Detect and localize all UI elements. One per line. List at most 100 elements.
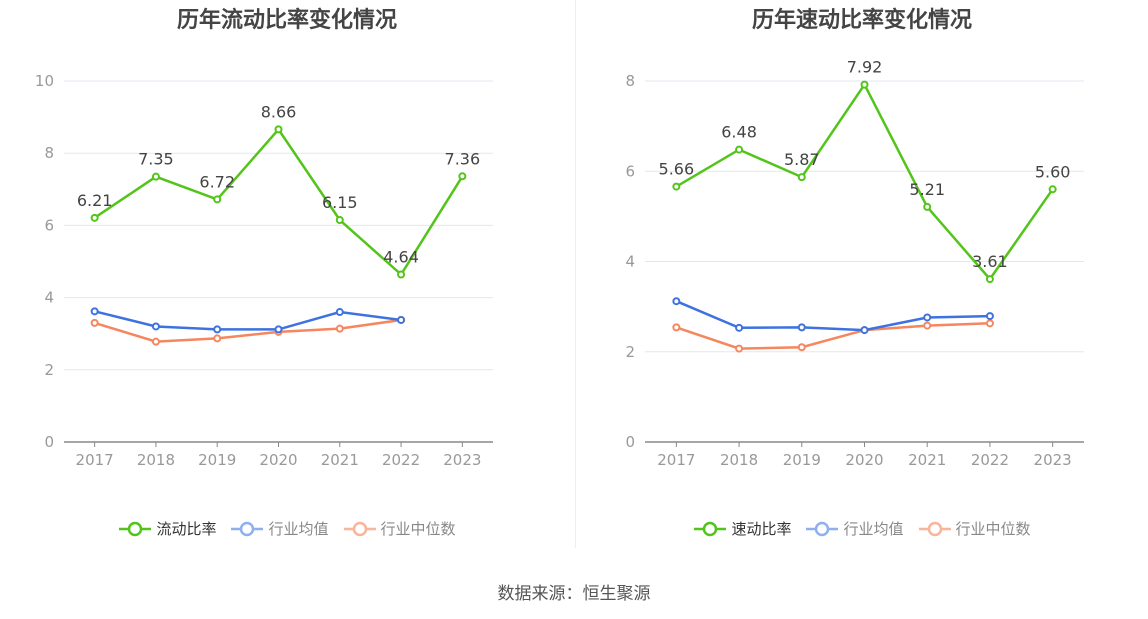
legend-marker-icon [694,521,727,536]
x-tick-label: 2021 [908,451,946,469]
x-tick-label: 2019 [783,451,821,469]
x-tick-label: 2019 [198,451,236,469]
y-tick-label: 2 [44,361,54,379]
data-point [797,173,806,182]
data-point [335,324,344,333]
x-tick-label: 2018 [137,451,175,469]
data-point [1048,185,1057,194]
y-tick-label: 0 [44,433,54,451]
y-tick-label: 4 [44,289,54,307]
series-line [675,300,990,332]
data-label: 5.66 [659,160,695,179]
x-tick-label: 2020 [845,451,883,469]
data-point [923,321,932,330]
data-label: 7.36 [445,149,481,168]
data-point [672,297,681,306]
data-point [274,125,283,134]
legend-marker-icon [918,521,951,536]
quick-ratio-chart-panel: 历年速动比率变化情况 0 2 4 6 8 2017 2018 2019 2020 2021 2022… [576,0,1148,560]
legend-circle [927,521,942,536]
data-point [335,215,344,224]
legend-label: 流动比率 [156,520,217,538]
series-line [675,322,990,350]
data-point [90,213,99,222]
legend-item[interactable]: 速动比率 [693,518,791,539]
data-label: 7.92 [847,58,883,77]
legend-marker-icon [231,521,264,536]
data-label: 5.87 [784,150,820,169]
data-label: 6.15 [322,193,358,212]
legend-label: 行业均值 [268,520,329,538]
y-tick-label: 8 [44,144,54,162]
data-point [672,323,681,332]
legend-circle [352,521,367,536]
data-point [735,344,744,353]
data-point [735,323,744,332]
y-tick-label: 0 [625,433,635,451]
data-point [923,313,932,322]
legend-item[interactable]: 行业均值 [230,518,329,539]
data-point [860,80,869,89]
data-point [151,322,160,331]
quick-ratio-chart: 0 2 4 6 8 2017 2018 2019 2020 2021 2022 2023 5.66 6.4… [625,58,1084,469]
data-point [274,325,283,334]
x-tick-label: 2022 [971,451,1009,469]
data-point [151,172,160,181]
legend-circle [703,521,718,536]
y-tick-label: 2 [625,343,635,361]
data-label: 7.35 [138,150,174,169]
y-tick-label: 10 [35,72,54,90]
chart-title: 历年速动比率变化情况 [751,8,972,33]
x-tick-label: 2017 [76,451,114,469]
data-label: 4.64 [383,247,419,266]
legend-circle [240,521,255,536]
series-line [675,82,1054,282]
legend-circle [128,521,143,536]
legend-item[interactable]: 行业均值 [805,518,904,539]
y-tick-label: 6 [44,216,54,234]
data-point [151,337,160,346]
chart-legend: 速动比率 行业均值 行业中位数 [576,518,1148,539]
data-label: 5.60 [1035,162,1071,181]
legend-item[interactable]: 行业中位数 [343,518,456,539]
data-source-note: 数据来源：恒生聚源 [497,584,651,604]
y-tick-label: 4 [625,253,635,271]
data-point [90,318,99,327]
data-point [213,334,222,343]
x-tick-label: 2017 [657,451,695,469]
legend-label: 行业中位数 [955,520,1031,538]
x-tick-label: 2018 [720,451,758,469]
data-point [213,325,222,334]
data-point [458,172,467,181]
legend-label: 行业中位数 [380,520,456,538]
legend-item[interactable]: 流动比率 [118,518,216,539]
data-point [797,323,806,332]
panel-divider [575,0,576,548]
legend-label: 行业均值 [843,520,904,538]
legend-marker-icon [343,521,376,536]
legend-label: 速动比率 [731,520,792,538]
legend-item[interactable]: 行业中位数 [918,518,1031,539]
x-tick-label: 2023 [443,451,481,469]
data-point [335,308,344,317]
chart-title: 历年流动比率变化情况 [176,8,397,33]
data-point [985,319,994,328]
legend-circle [815,521,830,536]
data-label: 8.66 [261,102,297,121]
x-tick-label: 2020 [259,451,297,469]
data-point [735,145,744,154]
data-point [797,343,806,352]
data-label: 6.72 [199,172,235,191]
data-point [672,182,681,191]
series-line [94,318,402,343]
series-line [94,310,402,331]
y-tick-label: 8 [625,72,635,90]
y-tick-label: 6 [625,162,635,180]
data-point [397,270,406,279]
chart-legend: 流动比率 行业均值 行业中位数 [0,518,574,539]
data-point [985,312,994,321]
legend-marker-icon [806,521,839,536]
data-point [90,307,99,316]
data-point [397,315,406,324]
current-ratio-chart: 0 2 4 6 8 10 2017 2018 2019 2020 2021 2022 2023 6.21 7… [35,72,493,469]
